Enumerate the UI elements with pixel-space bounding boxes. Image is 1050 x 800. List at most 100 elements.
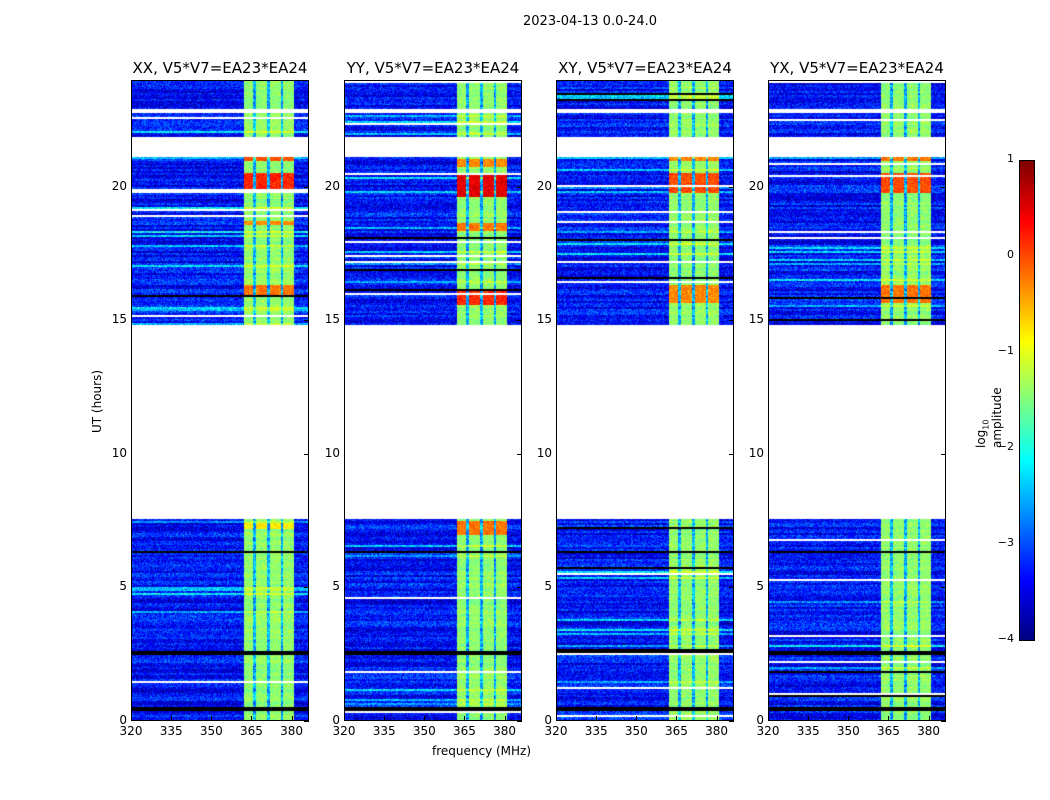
colorbar	[1019, 160, 1035, 641]
x-tick-label: 320	[119, 724, 143, 738]
x-tick-label: 350	[412, 724, 436, 738]
y-tick-label: 0	[544, 713, 552, 727]
heatmap-panel	[131, 80, 309, 721]
y-tick-label: 0	[332, 713, 340, 727]
y-tick-mark	[941, 587, 946, 589]
x-tick-mark	[808, 716, 810, 721]
y-tick-mark	[517, 721, 522, 722]
y-tick-label: 15	[536, 312, 552, 327]
colorbar-tick-label: −3	[997, 536, 1014, 549]
y-tick-label: 10	[748, 445, 764, 460]
heatmap-panel	[768, 80, 946, 721]
colorbar-tick-label: −4	[997, 632, 1014, 645]
y-tick-mark	[304, 186, 309, 188]
x-tick-label: 350	[624, 724, 648, 738]
colorbar-tick-label: 0	[1007, 248, 1014, 261]
panel-title: XX, V5*V7=EA23*EA24	[132, 59, 308, 77]
y-tick-mark	[941, 721, 946, 722]
y-tick-label: 15	[111, 312, 127, 327]
x-tick-mark	[556, 716, 557, 721]
x-tick-mark	[504, 716, 506, 721]
x-tick-mark	[344, 716, 345, 721]
x-tick-mark	[676, 716, 678, 721]
x-tick-label: 380	[493, 724, 517, 738]
x-tick-mark	[636, 716, 638, 721]
figure-title: 2023-04-13 0.0-24.0	[523, 14, 657, 29]
y-tick-label: 0	[119, 713, 127, 727]
x-tick-mark	[848, 716, 850, 721]
x-tick-label: 365	[452, 724, 476, 738]
y-tick-mark	[729, 186, 734, 188]
y-tick-mark	[517, 453, 522, 455]
x-tick-mark	[211, 716, 213, 721]
y-tick-label: 10	[324, 445, 340, 460]
x-tick-mark	[768, 716, 769, 721]
y-tick-label: 15	[748, 312, 764, 327]
heatmap-panel	[344, 80, 522, 721]
x-tick-label: 320	[544, 724, 568, 738]
y-tick-mark	[304, 320, 309, 322]
y-tick-label: 20	[111, 178, 127, 193]
x-tick-label: 380	[917, 724, 941, 738]
y-tick-mark	[941, 320, 946, 322]
heatmap-panel	[556, 80, 734, 721]
x-tick-mark	[464, 716, 466, 721]
y-tick-label: 15	[324, 312, 340, 327]
x-tick-mark	[384, 716, 386, 721]
y-tick-label: 10	[111, 445, 127, 460]
x-tick-mark	[131, 716, 132, 721]
y-tick-mark	[517, 186, 522, 188]
x-tick-label: 350	[199, 724, 223, 738]
y-tick-label: 5	[544, 579, 552, 594]
x-tick-mark	[888, 716, 890, 721]
y-tick-label: 10	[536, 445, 552, 460]
panel-title: XY, V5*V7=EA23*EA24	[558, 59, 732, 77]
y-tick-mark	[729, 587, 734, 589]
colorbar-tick-label: −1	[997, 344, 1014, 357]
x-axis-label: frequency (MHz)	[432, 744, 532, 758]
y-tick-label: 20	[748, 178, 764, 193]
x-tick-label: 365	[876, 724, 900, 738]
y-tick-mark	[517, 320, 522, 322]
y-tick-mark	[304, 453, 309, 455]
y-tick-mark	[729, 320, 734, 322]
y-tick-mark	[729, 721, 734, 722]
y-tick-label: 5	[756, 579, 764, 594]
x-tick-mark	[171, 716, 173, 721]
x-tick-label: 350	[836, 724, 860, 738]
x-tick-label: 380	[705, 724, 729, 738]
colorbar-tick-label: −2	[997, 440, 1014, 453]
y-tick-mark	[941, 453, 946, 455]
x-tick-mark	[424, 716, 426, 721]
y-tick-label: 0	[756, 713, 764, 727]
y-tick-label: 20	[324, 178, 340, 193]
panel-title: YX, V5*V7=EA23*EA24	[770, 59, 944, 77]
panel-title: YY, V5*V7=EA23*EA24	[346, 59, 520, 77]
y-tick-mark	[729, 453, 734, 455]
y-tick-label: 5	[332, 579, 340, 594]
y-tick-label: 5	[119, 579, 127, 594]
x-tick-label: 320	[756, 724, 780, 738]
x-tick-label: 335	[159, 724, 183, 738]
colorbar-tick-label: 1	[1007, 152, 1014, 165]
colorbar-label: log10 amplitude	[974, 387, 1005, 448]
y-tick-mark	[517, 587, 522, 589]
x-tick-mark	[251, 716, 253, 721]
x-tick-mark	[716, 716, 718, 721]
x-tick-label: 335	[372, 724, 396, 738]
y-tick-mark	[941, 186, 946, 188]
y-tick-mark	[304, 587, 309, 589]
x-tick-label: 335	[584, 724, 608, 738]
x-tick-mark	[928, 716, 930, 721]
x-tick-label: 320	[332, 724, 356, 738]
x-tick-label: 335	[796, 724, 820, 738]
y-tick-mark	[304, 721, 309, 722]
x-tick-label: 365	[664, 724, 688, 738]
y-tick-label: 20	[536, 178, 552, 193]
y-axis-label: UT (hours)	[90, 369, 104, 433]
x-tick-mark	[291, 716, 293, 721]
x-tick-label: 365	[239, 724, 263, 738]
x-tick-label: 380	[280, 724, 304, 738]
x-tick-mark	[596, 716, 598, 721]
